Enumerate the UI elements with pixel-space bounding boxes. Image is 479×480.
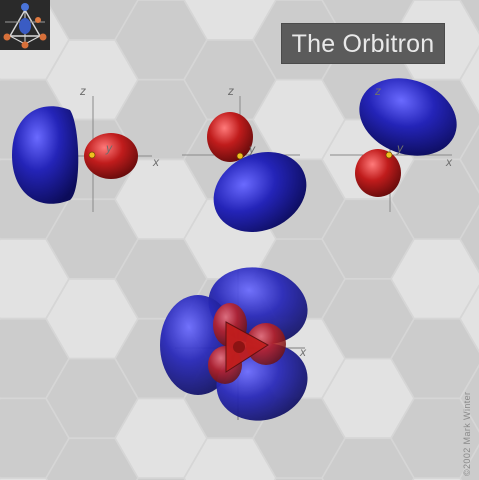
hexagon-tile (461, 367, 479, 430)
y-axis-label: y (396, 141, 404, 155)
x-axis-label: x (299, 345, 307, 359)
hexagon-tile (461, 128, 479, 191)
z-axis-label: z (227, 84, 234, 98)
hexagon-tile (392, 399, 479, 478)
x-axis-label: x (445, 155, 453, 169)
hexagon-tile (461, 446, 479, 480)
nucleus-marker (385, 151, 393, 159)
hexagon-tile (0, 319, 68, 398)
z-axis-label: z (79, 84, 86, 98)
y-axis-label: y (105, 141, 113, 155)
y-axis-label: y (248, 142, 256, 156)
hexagon-tile (47, 40, 137, 119)
hexagon-tile (461, 207, 479, 271)
tetrahedral-molecule-icon[interactable] (0, 0, 50, 50)
hexagon-tile (185, 40, 275, 119)
hexagon-tile (47, 279, 137, 358)
hexagon-tile (185, 439, 275, 480)
hexagon-tile (0, 239, 68, 318)
hexagon-tile (461, 0, 479, 32)
hexagon-tile (47, 359, 137, 438)
hexagon-tile (116, 399, 206, 478)
hexagon-tile (116, 160, 206, 239)
hexagon-tile (116, 80, 206, 159)
hexagon-tile (323, 200, 413, 278)
nucleus-marker (88, 151, 96, 159)
hexagon-tile (461, 287, 479, 350)
orbital-view-hybrid-along-z: z x y (330, 78, 457, 212)
hexagon-tile (47, 439, 137, 480)
hexagon-tile (392, 239, 479, 318)
hexagon-tile (461, 48, 479, 111)
copyright-notice: ©2002 Mark Winter (462, 391, 472, 476)
hexagon-tile (392, 160, 479, 239)
hexagon-tile (116, 239, 206, 318)
page-title: The Orbitron (281, 23, 445, 64)
small-red-lobe (207, 112, 253, 162)
hexagon-tile (116, 0, 206, 79)
central-triangle (225, 321, 269, 373)
hexagon-tile (323, 439, 413, 480)
large-blue-lobe (359, 78, 457, 156)
large-blue-lobe (12, 106, 79, 204)
hexagon-tile (185, 0, 275, 39)
hexagon-tile (323, 279, 413, 358)
small-red-lobe (84, 133, 138, 179)
hexagon-tile (0, 399, 68, 478)
orbital-view-hybrid-along-y: z y (182, 84, 307, 232)
hexagon-tile (323, 359, 413, 438)
hexagon-tile (254, 80, 344, 159)
central-core (233, 341, 245, 353)
nucleus-marker (236, 152, 244, 160)
x-axis-label: x (152, 155, 160, 169)
hexagon-tile (254, 399, 344, 478)
large-blue-lobe (213, 152, 307, 232)
hexagon-tile (392, 319, 479, 398)
orbital-view-combined-sp3-set: x (160, 267, 308, 421)
z-axis-label: z (374, 84, 381, 98)
orbital-view-hybrid-along-x: z x y (12, 84, 160, 212)
small-red-lobe (355, 149, 401, 197)
hexagon-tile (47, 200, 137, 278)
hexagon-tile (47, 0, 137, 39)
